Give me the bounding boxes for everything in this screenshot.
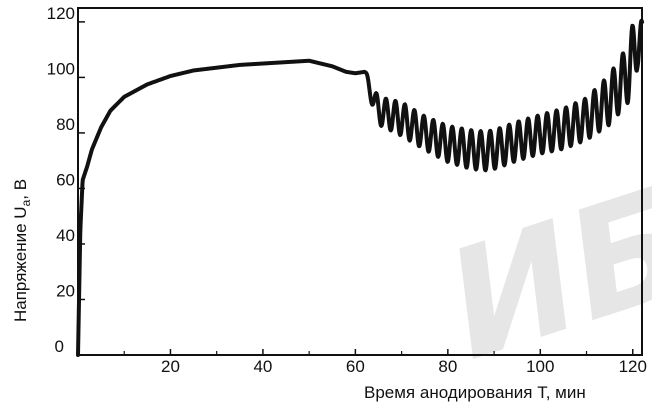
voltage-series-line [76,18,644,357]
y-tick-label: 100 [47,59,75,78]
y-tick-label: 0 [55,337,64,356]
y-tick-label: 80 [56,115,75,134]
y-tick-label: 60 [56,170,75,189]
x-tick-label: 100 [526,357,554,376]
x-axis-title: Время анодирования T, мин [364,383,586,402]
y-axis-title-main: Напряжение U [11,206,30,322]
y-tick-label: 120 [47,4,75,23]
x-tick-label: 40 [253,357,272,376]
y-tick-label: 20 [56,281,75,300]
x-tick-label: 20 [161,357,180,376]
y-tick-label: 40 [56,226,75,245]
plot-frame [77,7,643,356]
x-tick-label: 120 [619,357,647,376]
y-axis-title-unit: , В [11,179,30,200]
x-tick-label: 60 [346,357,365,376]
y-axis-title-subscript: a [19,199,33,206]
x-axis-ticks: 20 40 60 80 100 120 [123,349,647,376]
y-axis-title: Напряжение Ua, В [11,179,33,322]
y-axis-ticks: 0 20 40 60 80 100 120 [47,4,85,356]
x-tick-label: 80 [438,357,457,376]
